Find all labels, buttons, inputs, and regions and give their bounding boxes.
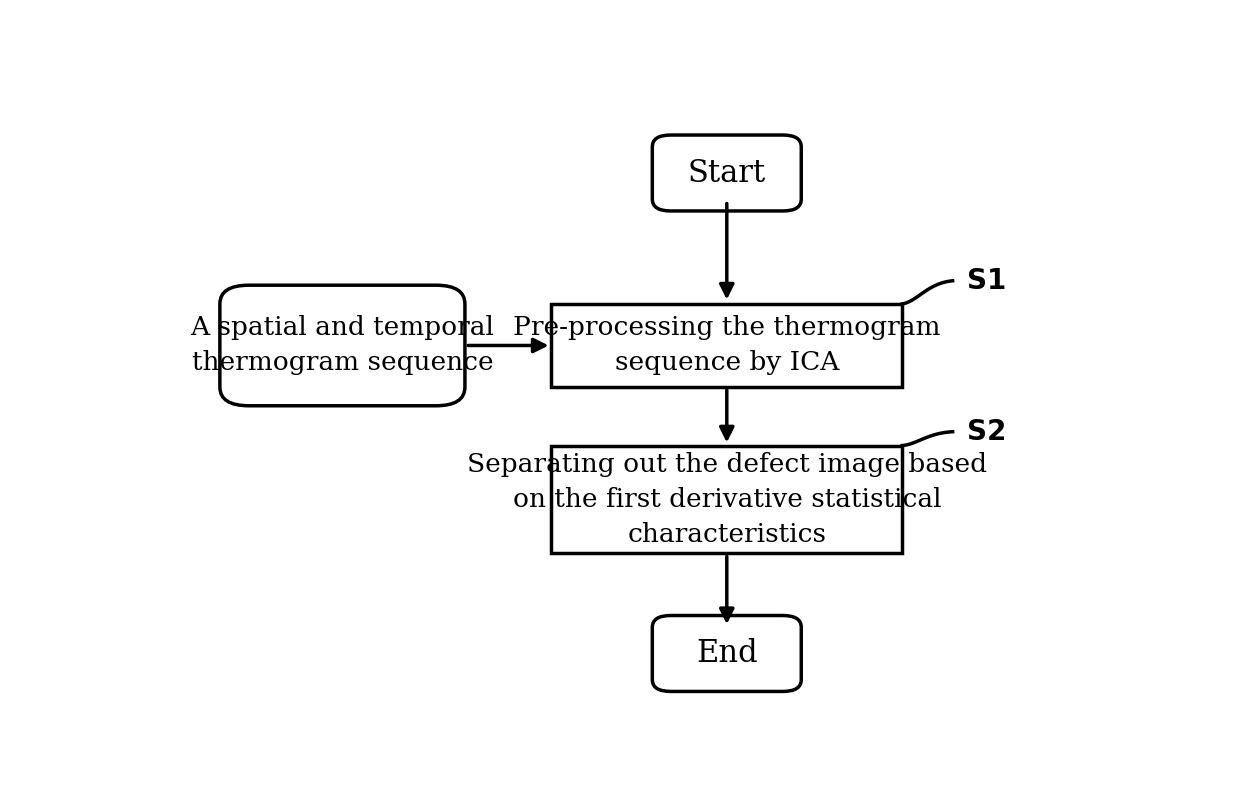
Text: S2: S2 [967,418,1007,446]
Text: Start: Start [688,158,766,189]
FancyBboxPatch shape [652,615,801,691]
Text: End: End [696,638,758,669]
Text: S1: S1 [967,267,1007,295]
Bar [552,304,903,387]
Text: Separating out the defect image based
on the first derivative statistical
charac: Separating out the defect image based on… [466,452,987,547]
Text: Pre-processing the thermogram
sequence by ICA: Pre-processing the thermogram sequence b… [513,315,941,375]
FancyBboxPatch shape [652,135,801,211]
Text: A spatial and temporal
thermogram sequence: A spatial and temporal thermogram sequen… [191,315,495,375]
FancyBboxPatch shape [219,285,465,406]
Bar [552,446,903,554]
